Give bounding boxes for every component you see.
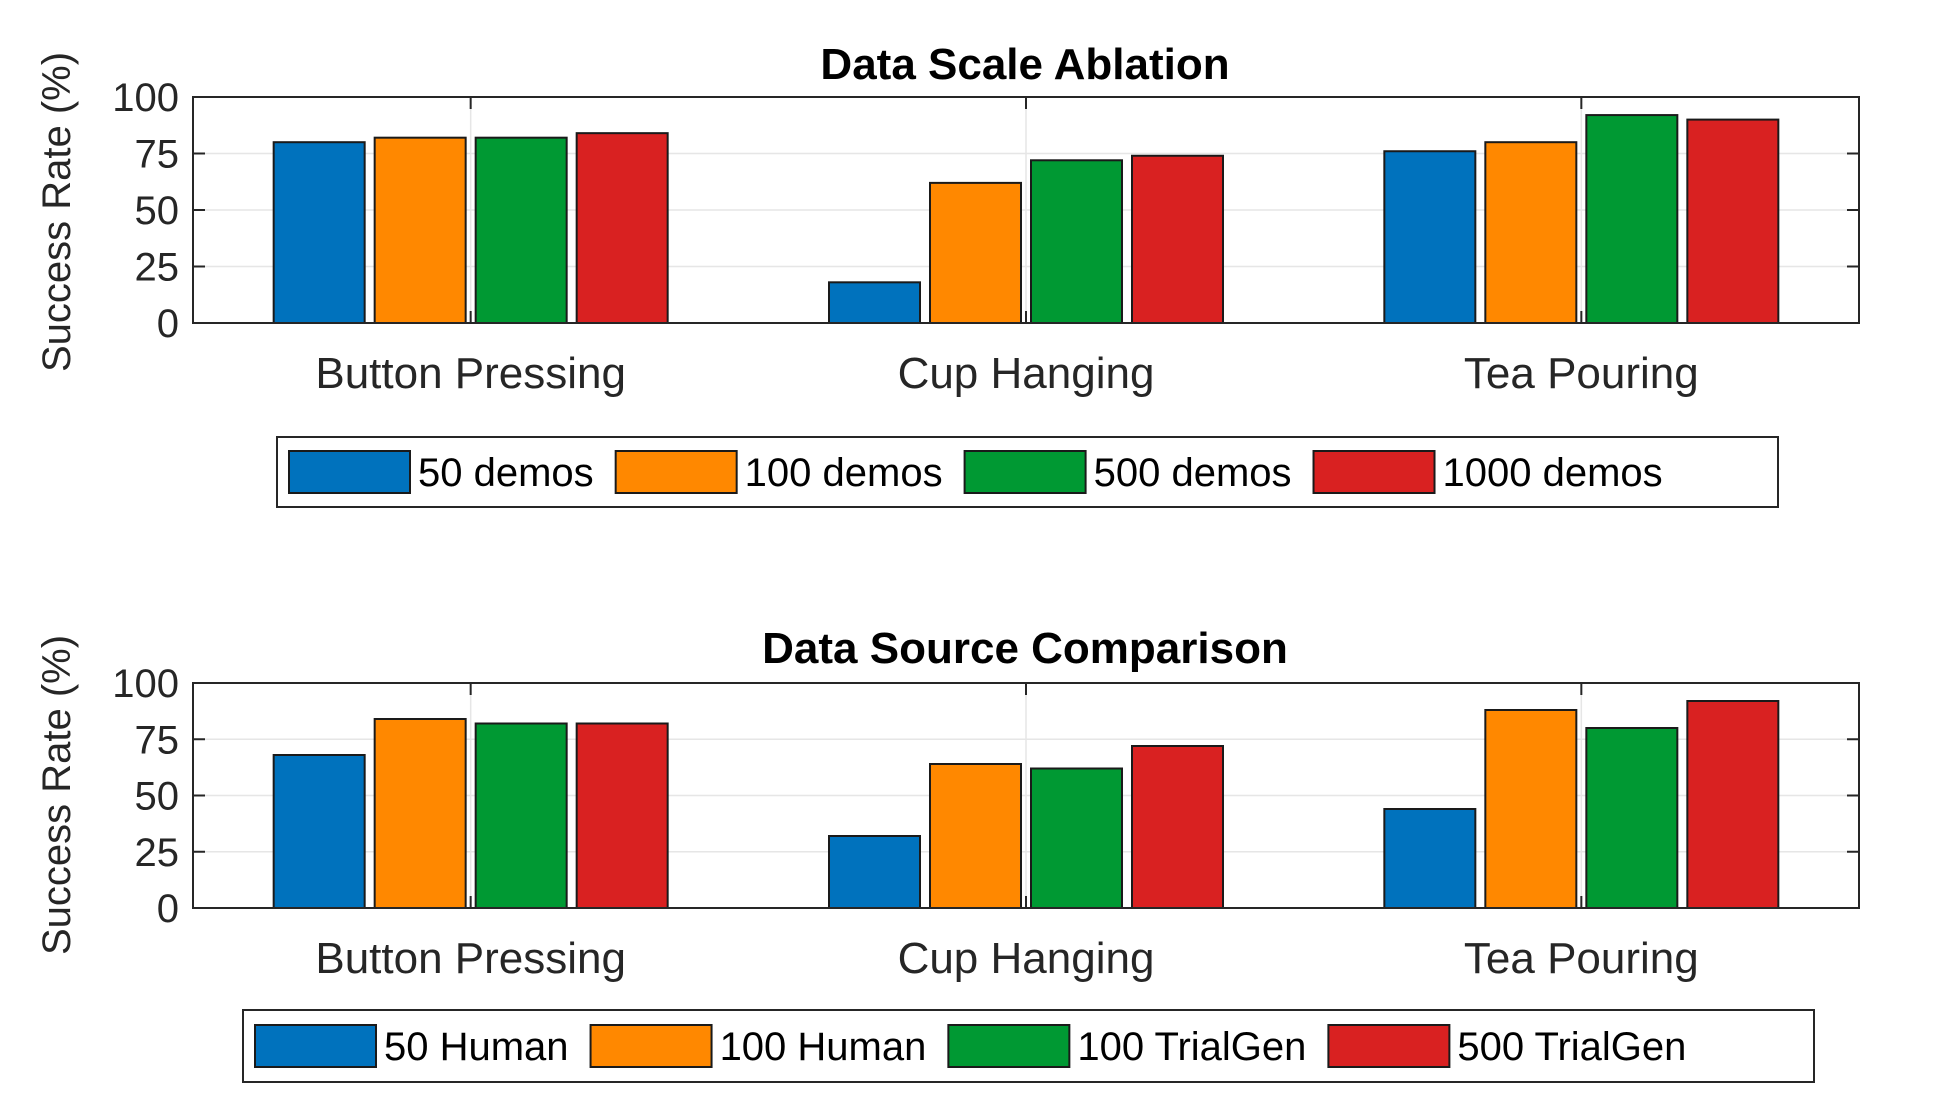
bar-50-demos-cup-hanging [828, 281, 921, 325]
legend-swatch-100-trialgen [947, 1024, 1071, 1068]
bar-100-demos-cup-hanging [929, 181, 1022, 324]
bar-50-human-tea-pouring [1383, 808, 1477, 909]
legend-swatch-1000-demos [1312, 450, 1436, 494]
bars [272, 114, 1780, 325]
legend-swatch-50-human [254, 1024, 377, 1068]
bar-50-human-button-pressing [272, 754, 366, 909]
y-tick-label-75: 75 [135, 133, 180, 177]
legend-swatch-50-demos [288, 450, 411, 494]
chart-title: Data Source Comparison [762, 624, 1288, 673]
bar-50-human-cup-hanging [828, 835, 921, 909]
y-axis-label: Success Rate (%) [35, 635, 79, 955]
bar-500-demos-cup-hanging [1030, 159, 1123, 324]
bar-100-trialgen-cup-hanging [1030, 767, 1123, 909]
chart-title: Data Scale Ablation [820, 40, 1229, 89]
y-tick-label-100: 100 [112, 76, 179, 120]
y-tick-label-0: 0 [157, 302, 179, 346]
bar-1000-demos-button-pressing [575, 132, 669, 324]
legend-swatch-500-demos [963, 450, 1087, 494]
y-tick-label-50: 50 [135, 189, 180, 233]
y-tick-label-100: 100 [112, 662, 179, 706]
bar-100-trialgen-tea-pouring [1585, 727, 1679, 909]
y-tick-label-50: 50 [135, 775, 180, 819]
legend-label-1000-demos: 1000 demos [1443, 451, 1663, 495]
legend-label-100-human: 100 Human [720, 1025, 927, 1069]
bar-100-demos-button-pressing [373, 136, 467, 324]
legend-label-500-trialgen: 500 TrialGen [1457, 1025, 1686, 1069]
bar-500-trialgen-button-pressing [575, 722, 669, 909]
legend: 50 demos 100 demos 500 demos 1000 demos [276, 436, 1779, 508]
bar-100-demos-tea-pouring [1484, 141, 1578, 324]
x-tick-label-cup-hanging: Cup Hanging [898, 934, 1155, 983]
x-tick-label-button-pressing: Button Pressing [315, 934, 626, 983]
axes: 0 25 50 75 100 Button Pressing Cup Hanging Tea … [112, 662, 1860, 983]
x-tick-label-tea-pouring: Tea Pouring [1464, 349, 1699, 398]
grid [193, 683, 1859, 908]
bar-50-demos-tea-pouring [1383, 150, 1477, 324]
legend-label-500-demos: 500 demos [1094, 451, 1292, 495]
legend-swatch-100-human [589, 1024, 713, 1068]
y-tick-label-25: 25 [135, 246, 180, 290]
bar-1000-demos-cup-hanging [1131, 154, 1224, 324]
bar-500-trialgen-tea-pouring [1686, 700, 1780, 909]
y-tick-label-75: 75 [135, 718, 180, 762]
bar-100-human-cup-hanging [929, 763, 1022, 909]
legend-label-50-human: 50 Human [384, 1025, 569, 1069]
bar-500-demos-tea-pouring [1585, 114, 1679, 324]
legend-swatch-500-trialgen [1327, 1024, 1451, 1068]
x-tick-label-cup-hanging: Cup Hanging [898, 349, 1155, 398]
bar-100-human-tea-pouring [1484, 709, 1578, 909]
legend-label-100-trialgen: 100 TrialGen [1077, 1025, 1306, 1069]
chart-panel-data-scale: Data Scale Ablation Success Rate (%) 0 25… [35, 40, 1860, 508]
legend: 50 Human 100 Human 100 TrialGen 500 TrialGe… [242, 1009, 1815, 1083]
y-tick-label-0: 0 [157, 887, 179, 931]
grid [193, 97, 1859, 323]
axes: 0 25 50 75 100 Button Pressing Cup Hanging Tea … [112, 76, 1860, 398]
x-tick-label-button-pressing: Button Pressing [315, 349, 626, 398]
bar-50-demos-button-pressing [272, 141, 366, 324]
chart-panel-data-source: Data Source Comparison Success Rate (%) … [35, 624, 1860, 1083]
legend-label-100-demos: 100 demos [745, 451, 943, 495]
bar-100-trialgen-button-pressing [474, 722, 568, 909]
legend-label-50-demos: 50 demos [418, 451, 594, 495]
bar-500-demos-button-pressing [474, 136, 568, 324]
bar-500-trialgen-cup-hanging [1131, 745, 1224, 909]
legend-swatch-100-demos [614, 450, 738, 494]
y-tick-label-25: 25 [135, 831, 180, 875]
bar-1000-demos-tea-pouring [1686, 118, 1780, 324]
x-tick-label-tea-pouring: Tea Pouring [1464, 934, 1699, 983]
bar-100-human-button-pressing [373, 718, 467, 909]
bars [272, 700, 1780, 909]
y-axis-label: Success Rate (%) [35, 52, 79, 372]
